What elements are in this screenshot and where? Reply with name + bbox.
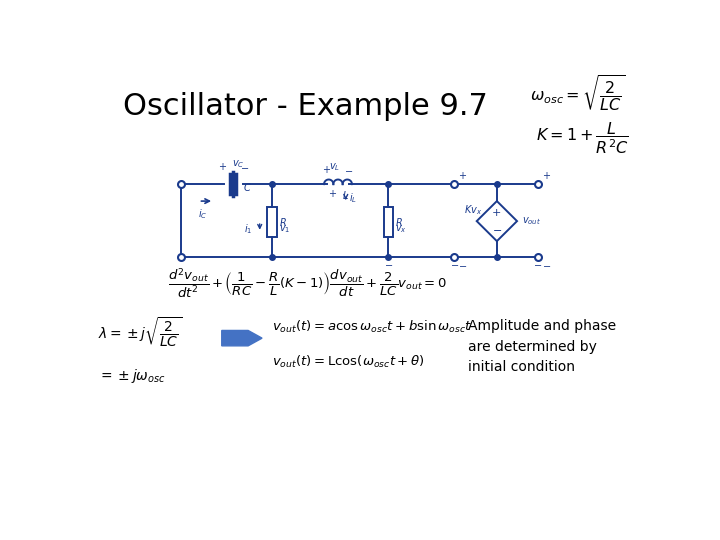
Text: +: + [458,171,466,181]
Text: $R$: $R$ [395,216,403,228]
Text: $v_C$: $v_C$ [232,159,244,170]
Text: $\dfrac{d^2v_{out}}{dt^2} + \left(\dfrac{1}{RC} - \dfrac{R}{L}(K-1)\right)\dfrac: $\dfrac{d^2v_{out}}{dt^2} + \left(\dfrac… [168,267,446,301]
Text: $i_C$: $i_C$ [199,207,208,221]
Text: $i_L$: $i_L$ [349,191,357,205]
Text: $v_{out}$: $v_{out}$ [522,215,541,227]
Text: $-$: $-$ [542,260,551,271]
Text: +: + [219,162,227,172]
Text: $-$: $-$ [384,259,393,268]
Text: $-$: $-$ [450,259,459,268]
Bar [267,207,276,237]
Text: $= \pm j\omega_{osc}$: $= \pm j\omega_{osc}$ [98,367,166,384]
Text: $v_{out}(t) = \mathrm{L}\cos(\omega_{osc}t + \theta)$: $v_{out}(t) = \mathrm{L}\cos(\omega_{osc… [272,354,425,370]
Text: $v_{out}(t) = a\cos\omega_{osc}t + b\sin\omega_{osc}t$: $v_{out}(t) = a\cos\omega_{osc}t + b\sin… [272,319,472,335]
Text: $R$: $R$ [279,216,287,228]
Text: +: + [322,165,330,176]
Text: $v_1$: $v_1$ [279,223,290,235]
Text: Oscillator - Example 9.7: Oscillator - Example 9.7 [122,92,487,121]
Text: $L$: $L$ [342,189,348,201]
Text: Amplitude and phase
are determined by
initial condition: Amplitude and phase are determined by in… [468,319,616,374]
Bar [384,207,393,237]
Text: $v_L$: $v_L$ [329,161,341,173]
Text: $-$: $-$ [534,259,542,268]
Text: $-$: $-$ [492,224,502,234]
Text: $i_1$: $i_1$ [243,222,252,235]
FancyArrow shape [222,330,262,346]
Text: $C$: $C$ [243,181,251,193]
Text: $-$: $-$ [240,162,249,172]
Text: +: + [542,171,550,181]
Text: $K = 1 + \dfrac{L}{R^2C}$: $K = 1 + \dfrac{L}{R^2C}$ [536,120,629,156]
Text: $\lambda = \pm j\sqrt{\dfrac{2}{LC}}$: $\lambda = \pm j\sqrt{\dfrac{2}{LC}}$ [98,315,182,349]
Text: $v_x$: $v_x$ [395,223,408,235]
Text: $Kv_x$: $Kv_x$ [464,204,482,217]
Text: $-$: $-$ [344,165,354,176]
Text: $\omega_{osc} = \sqrt{\dfrac{2}{LC}}$: $\omega_{osc} = \sqrt{\dfrac{2}{LC}}$ [531,74,626,114]
Text: +: + [492,208,502,218]
Text: $-$: $-$ [458,260,467,271]
Text: +: + [328,189,336,199]
